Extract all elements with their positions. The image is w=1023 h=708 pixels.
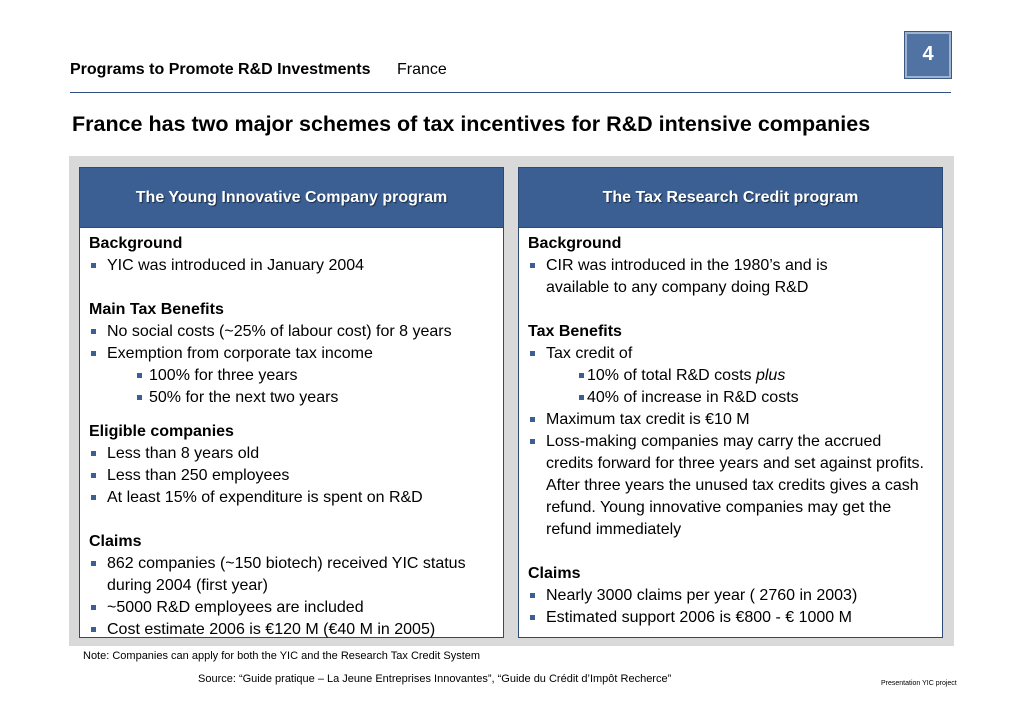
list-item: No social costs (~25% of labour cost) fo…	[89, 321, 503, 343]
benefits-list: Tax credit of 10% of total R&D costs plu…	[528, 343, 942, 541]
header-divider	[70, 92, 951, 93]
list-item: Tax credit of	[528, 343, 942, 365]
list-item: Estimated support 2006 is €800 - € 1000 …	[528, 607, 942, 629]
list-item: At least 15% of expenditure is spent on …	[89, 487, 503, 509]
presentation-label: Presentation YIC project	[881, 680, 957, 687]
section-title: Programs to Promote R&D Investments	[70, 61, 371, 78]
list-subitem: 40% of increase in R&D costs	[528, 387, 942, 409]
cir-program-column: The Tax Research Credit program Backgrou…	[518, 167, 943, 638]
list-subitem: 100% for three years	[89, 365, 503, 387]
background-heading: Background	[528, 235, 622, 252]
list-item: CIR was introduced in the 1980’s and is …	[528, 255, 942, 299]
list-item: Maximum tax credit is €10 M	[528, 409, 942, 431]
list-item: ~5000 R&D employees are included	[89, 597, 503, 619]
eligible-heading: Eligible companies	[89, 423, 234, 440]
background-heading: Background	[89, 235, 183, 252]
page-number-badge: 4	[904, 31, 952, 79]
background-list: CIR was introduced in the 1980’s and is …	[528, 255, 942, 299]
benefits-heading: Main Tax Benefits	[89, 301, 224, 318]
benefits-heading: Tax Benefits	[528, 323, 622, 340]
cir-program-heading: The Tax Research Credit program	[519, 168, 942, 228]
list-item: Cost estimate 2006 is €120 M (€40 M in 2…	[89, 619, 503, 641]
claims-heading: Claims	[528, 565, 581, 582]
cir-program-body: Background CIR was introduced in the 198…	[519, 228, 942, 629]
yic-program-column: The Young Innovative Company program Bac…	[79, 167, 504, 638]
list-item: YIC was introduced in January 2004	[89, 255, 503, 277]
list-item: Nearly 3000 claims per year ( 2760 in 20…	[528, 585, 942, 607]
list-subitem: 10% of total R&D costs plus	[528, 365, 942, 387]
yic-program-body: Background YIC was introduced in January…	[80, 228, 503, 641]
footnote: Note: Companies can apply for both the Y…	[83, 650, 481, 662]
list-item: Less than 8 years old	[89, 443, 503, 465]
header-breadcrumb: Programs to Promote R&D Investments Fran…	[70, 61, 447, 79]
background-list: YIC was introduced in January 2004	[89, 255, 503, 277]
eligible-list: Less than 8 years old Less than 250 empl…	[89, 443, 503, 509]
slide-title: France has two major schemes of tax ince…	[72, 112, 871, 136]
claims-list: 862 companies (~150 biotech) received YI…	[89, 553, 503, 641]
yic-program-heading: The Young Innovative Company program	[80, 168, 503, 228]
list-item: Exemption from corporate tax income	[89, 343, 503, 365]
list-item: 862 companies (~150 biotech) received YI…	[89, 553, 503, 597]
country-label: France	[396, 61, 447, 78]
benefits-list: No social costs (~25% of labour cost) fo…	[89, 321, 503, 409]
list-item: Less than 250 employees	[89, 465, 503, 487]
claims-heading: Claims	[89, 533, 142, 550]
list-item: Loss-making companies may carry the accr…	[528, 431, 942, 541]
claims-list: Nearly 3000 claims per year ( 2760 in 20…	[528, 585, 942, 629]
list-subitem: 50% for the next two years	[89, 387, 503, 409]
source-citation: Source: “Guide pratique – La Jeune Entre…	[198, 673, 672, 685]
